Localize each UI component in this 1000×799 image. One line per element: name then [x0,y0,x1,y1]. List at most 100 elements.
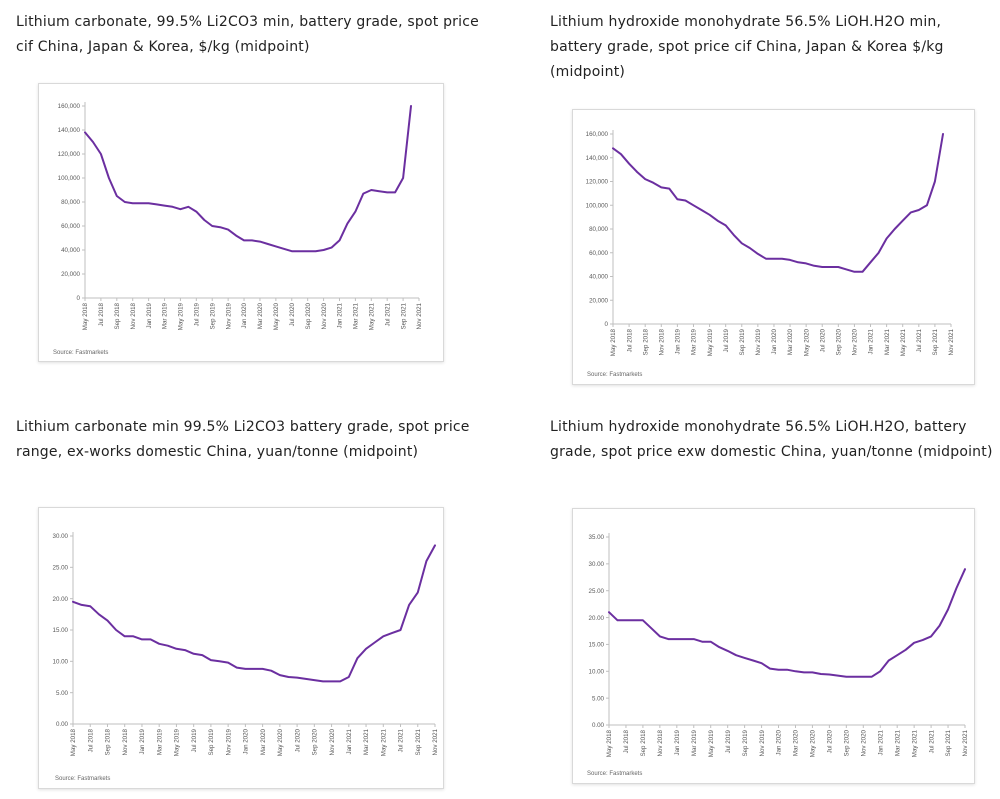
y-tick-label: 60,000 [589,250,608,257]
y-tick-label: 25.00 [53,565,69,572]
x-tick-label: Jul 2020 [289,302,296,326]
chart-card: 0.00 5.00 10.00 15.00 20.00 25.00 30.00 May 201… [38,507,444,789]
chart-title: Lithium carbonate min 99.5% Li2CO3 batte… [16,419,470,460]
x-tick-label: Jul 2021 [384,302,391,326]
x-tick-label: Sep 2019 [739,328,746,355]
x-tick-label: Nov 2018 [122,728,129,755]
x-tick-label: Jan 2020 [243,728,250,754]
x-tick-label: Nov 2018 [130,302,137,329]
x-tick-label: Mar 2021 [353,302,360,329]
x-tick-label: Jan 2020 [776,729,783,755]
y-tick-label: 140,000 [58,127,81,134]
chart-title: Lithium hydroxide monohydrate 56.5% LiOH… [550,14,944,80]
chart-source: Source: Fastmarkets [53,350,109,356]
x-tick-label: Jul 2019 [725,729,732,753]
x-tick-label: May 2019 [707,328,714,356]
x-tick-label: May 2021 [900,328,907,356]
x-tick-label: Nov 2018 [658,328,665,355]
y-tick-label: 100,000 [586,202,609,209]
y-tick-label: 160,000 [58,103,81,110]
x-tick-label: Nov 2021 [948,328,955,355]
x-tick-label: Nov 2021 [416,302,423,329]
line-chart: 0 20,000 40,000 60,000 80,000 100,000 120,000 1… [58,102,423,330]
x-tick-label: May 2019 [178,302,185,330]
x-tick-label: May 2018 [606,729,613,757]
x-tick-label: Nov 2020 [852,328,859,355]
y-tick-label: 10.00 [53,659,69,666]
x-tick-label: Mar 2021 [894,729,901,756]
series-line [84,105,412,253]
x-tick-label: May 2020 [810,729,817,757]
y-tick-label: 120,000 [58,151,81,158]
x-tick-label: Sep 2020 [312,728,319,755]
line-chart: 0.00 5.00 10.00 15.00 20.00 25.00 30.00 May 201… [53,532,439,756]
x-tick-label: May 2021 [911,729,918,757]
x-tick-label: Mar 2021 [363,728,370,755]
x-tick-label: Sep 2020 [844,729,851,756]
y-tick-label: 80,000 [61,199,80,206]
x-tick-label: Jul 2020 [294,728,301,752]
y-tick-label: 40,000 [61,247,80,254]
x-tick-label: Jul 2021 [916,328,923,352]
x-tick-label: May 2019 [174,728,181,756]
chart-title: Lithium hydroxide monohydrate 56.5% LiOH… [550,419,993,460]
y-tick-label: 10.00 [589,668,605,675]
line-chart: 0.00 5.00 10.00 15.00 20.00 25.00 30.00 35.00 Ma… [589,533,969,757]
x-tick-label: Sep 2018 [105,728,112,755]
x-tick-label: Jan 2021 [877,729,884,755]
x-tick-label: Sep 2018 [114,302,121,329]
x-tick-label: Jul 2018 [98,302,105,326]
y-tick-label: 0 [605,321,609,328]
x-tick-label: Nov 2019 [225,302,232,329]
y-tick-label: 120,000 [586,179,609,186]
x-tick-label: Mar 2020 [787,328,794,355]
series-line [608,568,966,678]
x-tick-label: Nov 2019 [759,729,766,756]
x-tick-label: May 2021 [380,728,387,756]
series-line [72,544,436,683]
chart-source: Source: Fastmarkets [587,372,643,378]
x-tick-label: Sep 2020 [305,302,312,329]
y-tick-label: 25.00 [589,588,605,595]
x-tick-label: Sep 2021 [932,328,939,355]
x-tick-label: Sep 2021 [945,729,952,756]
x-tick-label: Jan 2019 [146,302,153,328]
x-tick-label: Jul 2018 [626,328,633,352]
x-tick-label: Mar 2019 [156,728,163,755]
x-tick-label: May 2020 [803,328,810,356]
y-tick-label: 0.00 [56,721,69,728]
x-tick-label: Sep 2019 [209,302,216,329]
y-tick-label: 60,000 [61,223,80,230]
y-tick-label: 160,000 [586,131,609,138]
x-tick-label: May 2020 [277,728,284,756]
x-tick-label: May 2020 [273,302,280,330]
chart-card: 0 20,000 40,000 60,000 80,000 100,000 120,000 1… [38,83,444,362]
x-tick-label: Nov 2019 [755,328,762,355]
x-tick-label: Jul 2019 [723,328,730,352]
x-tick-label: Mar 2020 [257,302,264,329]
x-tick-label: Nov 2020 [860,729,867,756]
x-tick-label: Nov 2020 [329,728,336,755]
x-tick-label: Jan 2019 [675,328,682,354]
x-tick-label: Jul 2021 [928,729,935,753]
x-tick-label: Jul 2020 [827,729,834,753]
y-tick-label: 5.00 [56,690,69,697]
x-tick-label: Mar 2020 [260,728,267,755]
x-tick-label: Nov 2021 [962,729,969,756]
x-tick-label: Sep 2021 [415,728,422,755]
x-tick-label: Jan 2021 [337,302,344,328]
x-tick-label: Jan 2021 [868,328,875,354]
chart-card: 0.00 5.00 10.00 15.00 20.00 25.00 30.00 35.00 Ma… [572,508,975,784]
y-tick-label: 20,000 [589,297,608,304]
y-tick-label: 30.00 [589,561,605,568]
x-tick-label: Sep 2019 [742,729,749,756]
x-tick-label: Sep 2019 [208,728,215,755]
x-tick-label: Jan 2019 [139,728,146,754]
y-tick-label: 80,000 [589,226,608,233]
series-line [612,133,944,273]
y-tick-label: 35.00 [589,534,605,541]
chart-source: Source: Fastmarkets [55,776,111,782]
x-tick-label: Mar 2019 [691,328,698,355]
y-tick-label: 5.00 [592,695,605,702]
x-tick-label: Nov 2021 [432,728,439,755]
